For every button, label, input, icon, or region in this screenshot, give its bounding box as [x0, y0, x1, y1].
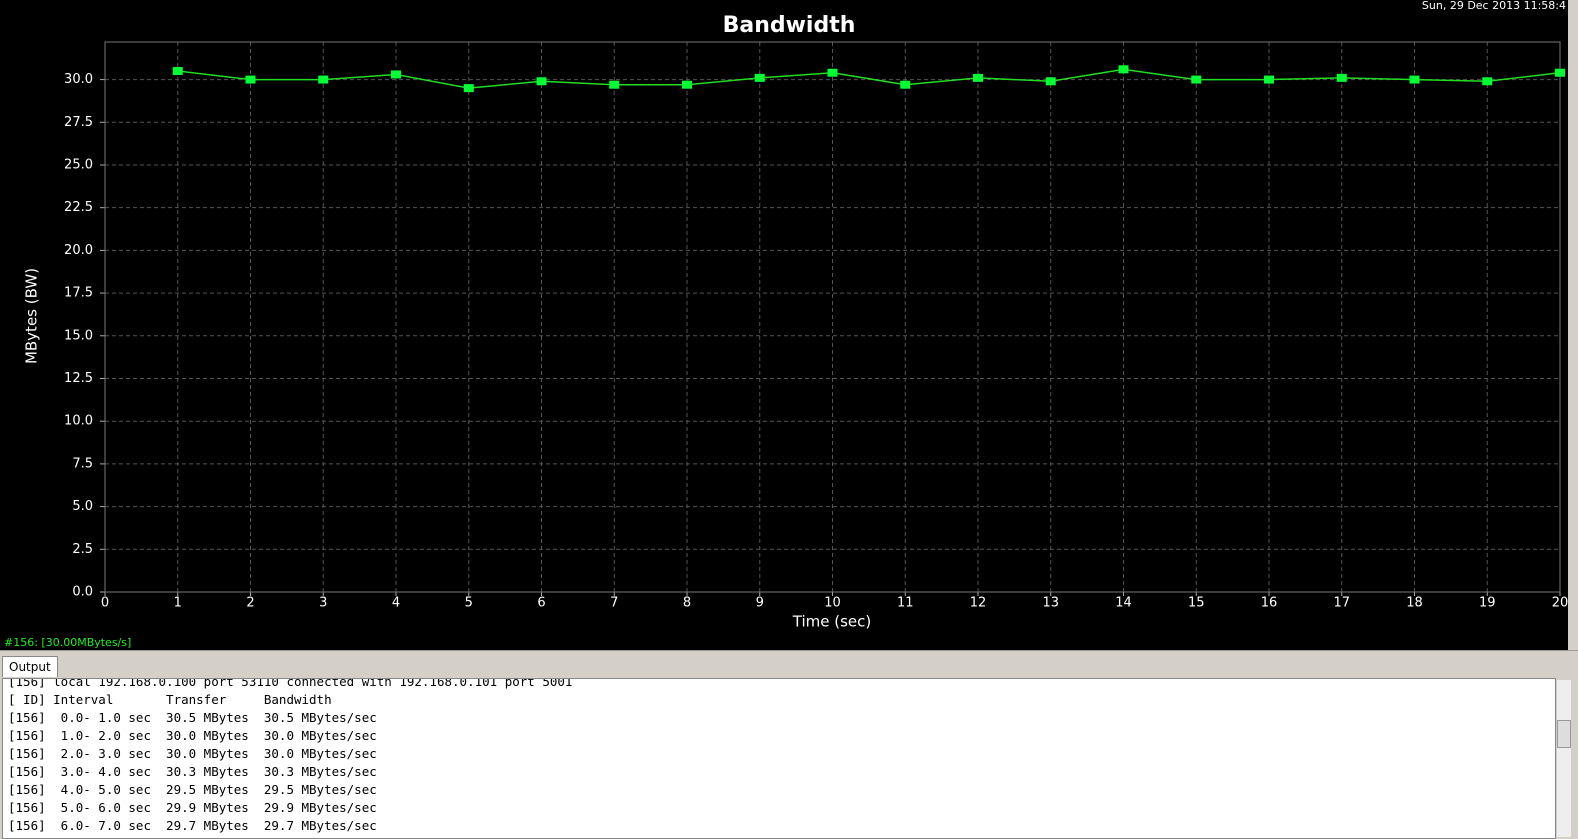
output-line: [156] 1.0- 2.0 sec 30.0 MBytes 30.0 MByt…	[8, 728, 377, 743]
x-tick-label: 15	[1188, 596, 1205, 611]
data-point	[1264, 75, 1274, 84]
output-line: [156] 5.0- 6.0 sec 29.9 MBytes 29.9 MByt…	[8, 800, 377, 815]
x-tick-label: 11	[897, 596, 914, 611]
data-point	[827, 68, 838, 77]
output-line: [156] 6.0- 7.0 sec 29.7 MBytes 29.7 MByt…	[8, 818, 377, 833]
data-point	[1191, 75, 1202, 84]
x-tick-label: 3	[319, 596, 327, 611]
x-tick-label: 14	[1115, 596, 1132, 611]
data-point	[1118, 65, 1129, 74]
data-point	[682, 80, 692, 89]
y-tick-label: 12.5	[64, 371, 93, 386]
data-point	[245, 75, 256, 84]
data-point	[973, 73, 983, 82]
x-tick-label: 5	[465, 596, 473, 611]
data-point	[536, 77, 547, 86]
data-point	[900, 80, 911, 89]
x-tick-label: 19	[1479, 596, 1496, 611]
data-point	[1336, 73, 1347, 82]
data-point	[1555, 68, 1565, 77]
y-tick-label: 15.0	[64, 328, 93, 343]
splitter[interactable]	[0, 650, 1578, 657]
x-axis-label: Time (sec)	[792, 613, 871, 631]
y-tick-label: 5.0	[72, 499, 93, 514]
chart: Bandwidth Sun, 29 Dec 2013 11:58:4 Time …	[0, 0, 1568, 650]
output-line: [156] 0.0- 1.0 sec 30.5 MBytes 30.5 MByt…	[8, 710, 377, 725]
output-tab[interactable]: Output	[2, 656, 58, 677]
output-line: [156] 4.0- 5.0 sec 29.5 MBytes 29.5 MByt…	[8, 782, 377, 797]
x-tick-label: 12	[970, 596, 987, 611]
data-line	[177, 68, 1561, 89]
y-tick-label: 0.0	[72, 585, 93, 600]
y-tick-label: 30.0	[64, 72, 93, 87]
output-line: [ ID] Interval Transfer Bandwidth	[8, 692, 332, 707]
y-tick-label: 22.5	[64, 200, 93, 215]
data-point	[172, 67, 183, 76]
x-tick-label: 2	[246, 596, 254, 611]
timestamp: Sun, 29 Dec 2013 11:58:4	[1422, 0, 1566, 12]
x-tick-label: 16	[1261, 596, 1278, 611]
scroll-thumb[interactable]	[1557, 720, 1571, 748]
output-lines: [156] local 192.168.0.100 port 53110 con…	[8, 678, 1555, 835]
y-tick-label: 20.0	[64, 243, 93, 258]
output-line: [156] 3.0- 4.0 sec 30.3 MBytes 30.3 MByt…	[8, 764, 377, 779]
y-axis-label: MBytes (BW)	[23, 268, 41, 364]
x-tick-label: 9	[756, 596, 764, 611]
output-line: [156] local 192.168.0.100 port 53110 con…	[8, 678, 573, 689]
y-tick-label: 10.0	[64, 414, 93, 429]
output-line: [156] 2.0- 3.0 sec 30.0 MBytes 30.0 MByt…	[8, 746, 377, 761]
data-point	[1482, 77, 1493, 86]
data-point	[318, 75, 329, 84]
y-tick-label: 2.5	[72, 542, 93, 557]
data-point	[1409, 75, 1420, 84]
status: #156: [30.00MBytes/s]	[4, 636, 131, 649]
y-tick-label: 25.0	[64, 157, 93, 172]
y-tick-label: 27.5	[64, 115, 93, 130]
x-tick-label: 4	[392, 596, 400, 611]
x-tick-label: 7	[610, 596, 618, 611]
x-tick-label: 1	[174, 596, 182, 611]
data-point	[463, 84, 474, 93]
data-point	[754, 73, 765, 82]
x-tick-label: 18	[1406, 596, 1423, 611]
x-tick-label: 20	[1552, 596, 1568, 611]
output-pane: [156] local 192.168.0.100 port 53110 con…	[2, 678, 1556, 839]
x-tick-label: 17	[1333, 596, 1350, 611]
x-tick-label: 10	[824, 596, 841, 611]
y-tick-label: 7.5	[72, 456, 93, 471]
x-tick-label: 8	[683, 596, 691, 611]
x-tick-label: 6	[537, 596, 545, 611]
data-point	[609, 80, 620, 89]
chart-title: Bandwidth	[723, 13, 856, 38]
x-tick-label: 0	[101, 596, 109, 611]
x-tick-label: 13	[1042, 596, 1059, 611]
plot-frame	[104, 41, 1561, 593]
scrollbar[interactable]	[1556, 680, 1571, 837]
y-tick-label: 17.5	[64, 286, 93, 301]
data-point	[391, 70, 401, 79]
data-point	[1045, 77, 1056, 86]
